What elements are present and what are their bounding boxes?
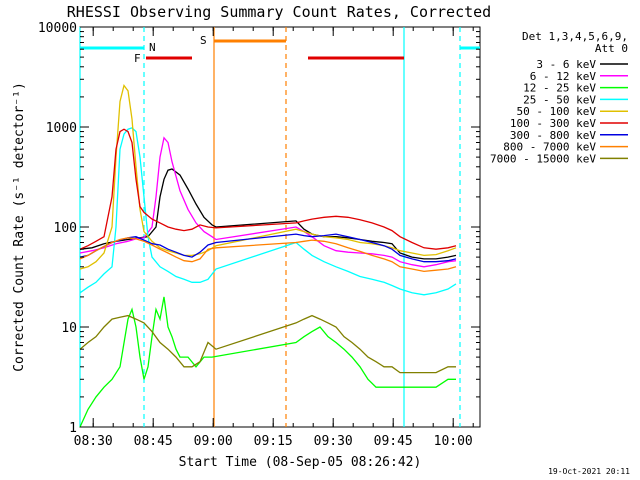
series-line-7000-15000-kev: [79, 314, 456, 374]
legend-label: 800 - 7000 keV: [503, 141, 596, 154]
state-bars: NF S: [80, 34, 480, 65]
series-layer: [79, 84, 457, 428]
time-markers: [79, 27, 461, 427]
saa-label: S: [200, 34, 207, 47]
x-tick-label: 09:00: [194, 434, 233, 449]
x-axis-label: Start Time (08-Sep-05 08:26:42): [179, 455, 422, 470]
legend-label: 12 - 25 keV: [523, 82, 596, 95]
legend-label: 6 - 12 keV: [530, 70, 597, 83]
legend-label: 3 - 6 keV: [536, 58, 596, 71]
night-label: N: [149, 41, 156, 54]
legend-label: 50 - 100 keV: [517, 105, 597, 118]
flare-label: F: [134, 52, 141, 65]
legend-label: 300 - 800 keV: [510, 129, 596, 142]
legend-header-line2: Att 0: [595, 42, 628, 55]
chart-title: RHESSI Observing Summary Count Rates, Co…: [67, 3, 491, 21]
y-tick-label: 10: [61, 321, 77, 336]
y-axis-label: Corrected Count Rate (s⁻¹ detector⁻¹): [12, 82, 27, 372]
series-line-100-300-kev: [79, 128, 457, 250]
x-tick-label: 09:45: [374, 434, 413, 449]
series-line-800-7000-kev: [79, 237, 457, 273]
y-axis: 1 10 100 1000 10000: [38, 21, 480, 436]
x-tick-label: 10:00: [434, 434, 473, 449]
x-tick-label: 09:15: [254, 434, 293, 449]
legend-label: 100 - 300 keV: [510, 117, 596, 130]
y-tick-label: 1000: [46, 121, 77, 136]
x-tick-label: 08:45: [134, 434, 173, 449]
y-tick-label: 10000: [38, 21, 77, 36]
legend-label: 7000 - 15000 keV: [490, 152, 596, 165]
x-tick-label: 08:30: [74, 434, 113, 449]
y-tick-label: 100: [54, 221, 77, 236]
plot-frame: [79, 26, 481, 428]
x-tick-label: 09:30: [314, 434, 353, 449]
y-tick-label: 1: [69, 421, 77, 436]
series-line-12-25-kev: [79, 296, 456, 428]
legend-header-line1: Det 1,3,4,5,6,9,: [522, 30, 628, 43]
date-stamp: 19-Oct-2021 20:11: [548, 467, 630, 476]
series-line-25-50-kev: [79, 127, 457, 296]
x-axis: 08:30 08:45 09:00 09:15 09:30 09:45 10:00: [74, 27, 474, 449]
legend-label: 25 - 50 keV: [523, 93, 596, 106]
series-line-6-12-kev: [79, 136, 457, 268]
